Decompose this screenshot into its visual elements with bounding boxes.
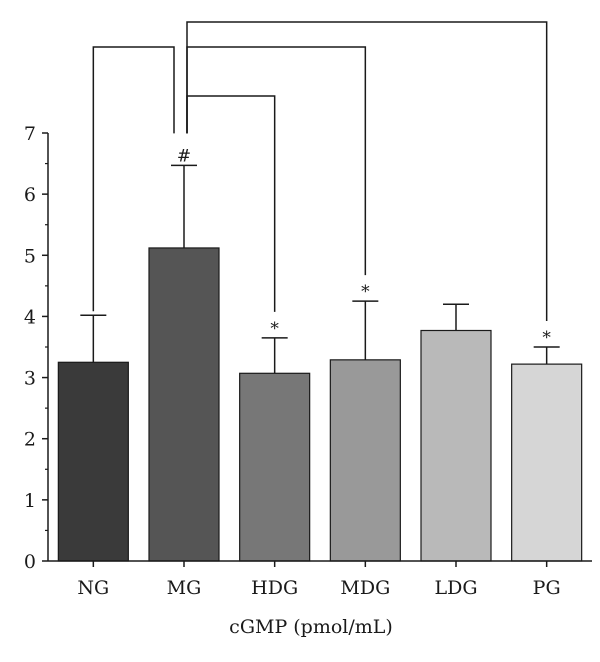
significance-mark-pg: *	[542, 328, 551, 348]
bar-ng	[57, 361, 129, 562]
y-tick-label-1: 1	[24, 490, 36, 512]
significance-mark-hdg: *	[270, 319, 279, 339]
axes	[47, 133, 592, 562]
y-tick-label-4: 4	[24, 306, 36, 328]
significance-mark-mg: #	[177, 146, 191, 166]
bar-hdg	[239, 372, 311, 562]
comparison-brackets	[92, 21, 548, 321]
significance-mark-mdg: *	[361, 282, 370, 302]
x-tick-label-ldg: LDG	[434, 577, 477, 599]
x-tick-label-mdg: MDG	[340, 577, 390, 599]
x-tick-label-mg: MG	[167, 577, 202, 599]
x-tick-label-ng: NG	[77, 577, 109, 599]
x-axis-ticks: NG MG HDG MDG LDG PG	[77, 561, 561, 599]
x-tick-label-hdg: HDG	[251, 577, 298, 599]
x-axis-title: cGMP (pmol/mL)	[229, 616, 393, 638]
y-tick-label-5: 5	[24, 245, 36, 267]
y-tick-label-6: 6	[24, 184, 36, 206]
bar-ldg	[420, 329, 492, 562]
x-tick-label-pg: PG	[533, 577, 561, 599]
bars	[57, 247, 583, 562]
bracket-mg-ng	[92, 46, 175, 312]
bracket-mg-pg	[186, 21, 548, 321]
y-axis-ticks: 0 1 2 3 4 5 6 7	[24, 123, 48, 573]
y-tick-label-3: 3	[24, 368, 36, 390]
significance-marks: # * * *	[177, 146, 552, 348]
y-tick-label-7: 7	[24, 123, 36, 145]
bar-mg	[148, 247, 220, 562]
bar-mdg	[329, 359, 401, 562]
y-tick-label-0: 0	[24, 551, 36, 573]
bracket-mg-mdg	[186, 46, 367, 276]
y-tick-label-2: 2	[24, 429, 36, 451]
error-bars	[80, 164, 560, 374]
bar-pg	[511, 363, 583, 562]
